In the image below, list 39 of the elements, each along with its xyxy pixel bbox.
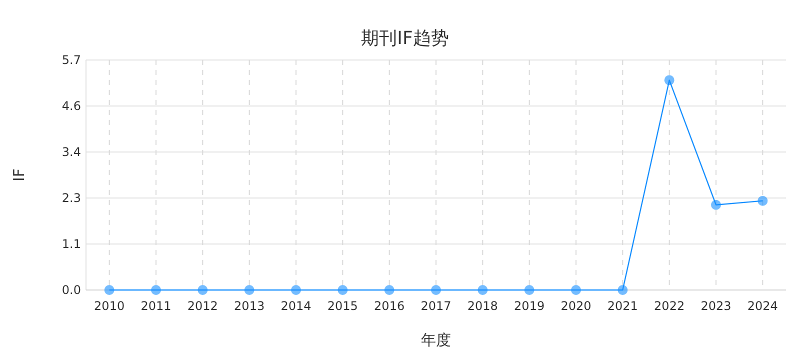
point [711, 200, 721, 210]
x-axis-title: 年度 [421, 331, 451, 349]
point [244, 285, 254, 295]
x-tick-label: 2015 [327, 299, 358, 313]
point [618, 285, 628, 295]
y-tick-label: 3.4 [62, 145, 81, 159]
x-tick-label: 2010 [94, 299, 125, 313]
point [338, 285, 348, 295]
point [198, 285, 208, 295]
y-axis-title: IF [10, 168, 28, 182]
point [291, 285, 301, 295]
x-tick-label: 2024 [747, 299, 778, 313]
point [524, 285, 534, 295]
y-tick-label: 0.0 [62, 283, 81, 297]
y-tick-label: 2.3 [62, 191, 81, 205]
x-tick-label: 2022 [654, 299, 685, 313]
point [384, 285, 394, 295]
x-tick-label: 2021 [607, 299, 638, 313]
x-tick-label: 2020 [560, 299, 592, 313]
x-tick-label: 2016 [374, 299, 405, 313]
y-tick-label: 1.1 [62, 237, 81, 251]
x-tick-label: 2023 [700, 299, 732, 313]
point [571, 285, 581, 295]
y-tick-label: 4.6 [62, 99, 81, 113]
y-tick-label: 5.7 [62, 53, 81, 67]
x-tick-label: 2014 [280, 299, 312, 313]
point [431, 285, 441, 295]
x-tick-label: 2018 [467, 299, 498, 313]
x-tick-label: 2012 [187, 299, 218, 313]
point [758, 196, 768, 206]
point [151, 285, 161, 295]
x-tick-label: 2017 [420, 299, 452, 313]
point [104, 285, 114, 295]
x-tick-label: 2013 [234, 299, 265, 313]
chart-title: 期刊IF趋势 [361, 28, 449, 49]
x-tick-label: 2011 [140, 299, 172, 313]
point [664, 75, 674, 86]
point [478, 285, 488, 295]
x-tick-label: 2019 [514, 299, 545, 313]
